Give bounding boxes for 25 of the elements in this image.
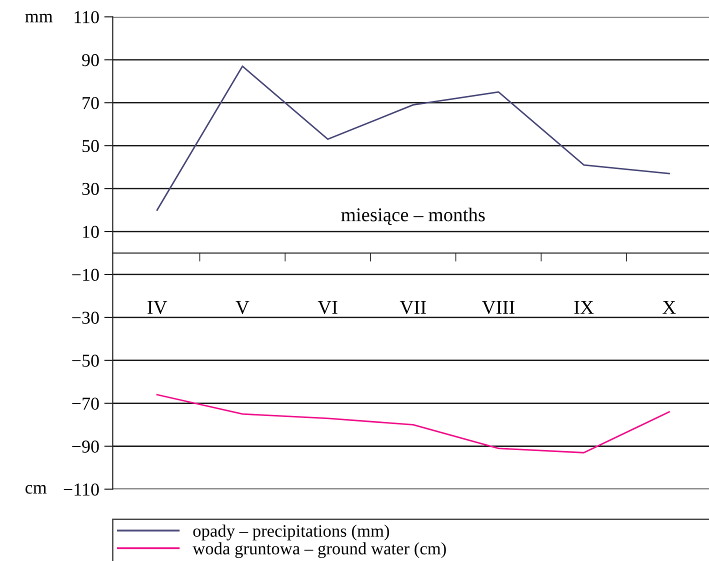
line-series xyxy=(156,394,670,454)
x-tick-label: IV xyxy=(148,300,168,314)
y-tick-label: −110 xyxy=(64,483,99,496)
y-tick-label: 10 xyxy=(83,226,99,238)
y-tick-label: 70 xyxy=(82,96,99,110)
y-tick-label: 50 xyxy=(82,140,99,152)
text: cm xyxy=(26,485,47,494)
x-tick-label: VII xyxy=(400,300,426,314)
x-tick-label: IX xyxy=(574,300,594,314)
x-axis-title: miesiące – months xyxy=(341,208,485,226)
legend-label: woda gruntowa – ground water (cm) xyxy=(192,542,446,558)
y-tick-label: 110 xyxy=(74,11,99,24)
y-tick-label: −70 xyxy=(72,398,99,410)
y-tick-label: 30 xyxy=(82,182,99,196)
y-tick-label: −10 xyxy=(72,268,99,281)
x-tick-label: V xyxy=(236,300,250,314)
y-tick-label: −30 xyxy=(72,312,99,324)
x-tick-label: VI xyxy=(318,300,338,314)
x-tick-label: X xyxy=(662,300,676,314)
y-tick-label: 90 xyxy=(82,54,99,66)
legend-label: opady – precipitations (mm) xyxy=(193,524,390,540)
y-tick-label: −90 xyxy=(72,440,99,453)
x-tick-label: VIII xyxy=(482,300,515,314)
y-tick-label: −50 xyxy=(72,354,99,367)
text: mm xyxy=(25,14,53,22)
